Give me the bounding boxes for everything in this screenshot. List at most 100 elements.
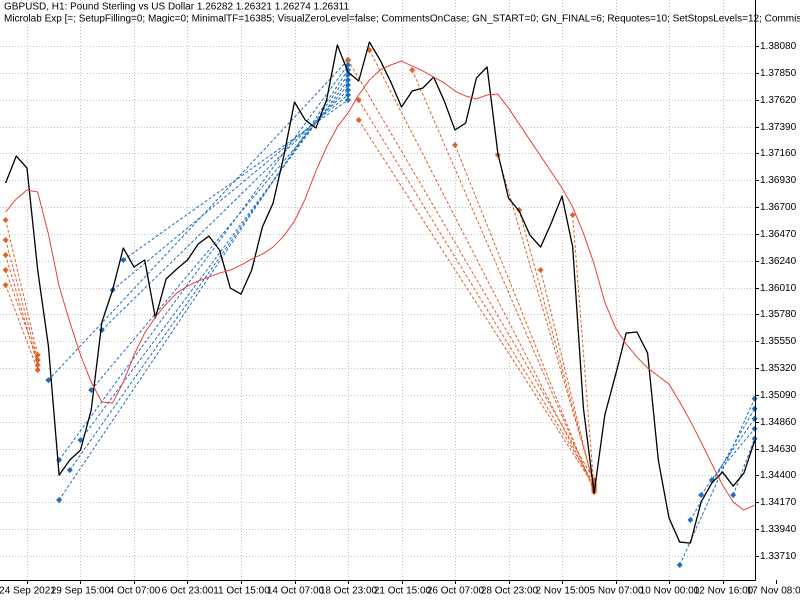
- moving-average-line: [5, 60, 755, 511]
- trade-line: [454, 144, 595, 493]
- y-tick-label: 1.36930: [760, 175, 797, 186]
- trade-marker: [730, 492, 737, 499]
- trade-marker: [345, 77, 351, 84]
- trade-marker: [569, 211, 576, 218]
- x-tick-label: 10 Nov 00:00: [640, 586, 700, 597]
- y-tick-label: 1.35090: [760, 390, 797, 401]
- trade-marker: [345, 97, 351, 104]
- trade-line: [5, 219, 39, 356]
- chart-subtitle: Microlab Exp [=; SetupFilling=0; Magic=0…: [4, 14, 800, 25]
- trade-line: [540, 269, 595, 489]
- price-line: [4, 41, 756, 544]
- y-tick-label: 1.33940: [760, 524, 797, 535]
- x-tick-label: 11 Oct 15:00: [213, 586, 270, 597]
- y-tick-label: 1.35550: [760, 336, 797, 347]
- y-tick-label: 1.37850: [760, 68, 797, 79]
- trade-marker: [452, 142, 458, 149]
- trade-line: [347, 59, 595, 481]
- trade-line: [101, 89, 349, 331]
- trade-marker: [345, 91, 351, 98]
- plot-area: [2, 41, 758, 569]
- trade-line: [5, 269, 39, 361]
- trade-line: [5, 284, 39, 371]
- y-tick-label: 1.36240: [760, 256, 797, 267]
- y-tick-label: 1.34860: [760, 417, 797, 428]
- y-tick-label: 1.37620: [760, 95, 797, 106]
- trade-line: [497, 154, 595, 485]
- y-tick-label: 1.36470: [760, 229, 797, 240]
- trade-line: [358, 119, 595, 487]
- trade-marker: [120, 257, 127, 264]
- x-tick-label: 24 Sep 2021: [0, 586, 56, 597]
- trade-marker: [751, 435, 758, 442]
- trade-marker: [537, 267, 544, 274]
- x-tick-label: 26 Oct 07:00: [427, 586, 485, 597]
- trade-line: [572, 214, 595, 491]
- trade-marker: [751, 395, 758, 402]
- trade-marker: [66, 467, 73, 474]
- trade-marker: [345, 86, 351, 93]
- trade-line: [711, 428, 755, 481]
- trade-line: [58, 69, 349, 501]
- x-tick-label: 18 Oct 23:00: [320, 586, 378, 597]
- x-tick-label: 29 Sep 15:00: [51, 586, 111, 597]
- y-tick-label: 1.36010: [760, 283, 797, 294]
- trade-line: [123, 99, 349, 261]
- y-tick-label: 1.37160: [760, 148, 797, 159]
- trade-line: [700, 418, 756, 496]
- trade-line: [411, 69, 595, 491]
- trade-marker: [698, 492, 705, 499]
- y-tick-label: 1.33710: [760, 551, 797, 562]
- trade-marker: [2, 267, 9, 274]
- y-tick-label: 1.35780: [760, 309, 797, 320]
- trade-line: [112, 94, 349, 291]
- axes: 1.38080 1.37850 1.37620 1.37390 1.37160 1.369…: [0, 41, 800, 597]
- trade-marker: [2, 216, 9, 223]
- trade-line: [5, 254, 39, 366]
- x-tick-label: 14 Oct 07:00: [267, 586, 325, 597]
- trade-marker: [676, 562, 683, 569]
- trade-marker: [345, 81, 351, 88]
- trade-line: [518, 209, 595, 487]
- chart-title: GBPUSD, H1: Pound Sterling vs US Dollar …: [4, 2, 349, 13]
- trade-line: [58, 64, 349, 461]
- x-tick-label: 17 Nov 08:00: [747, 586, 800, 597]
- x-tick-label: 12 Nov 16:00: [694, 586, 754, 597]
- trade-marker: [34, 367, 41, 374]
- x-tick-label: 4 Oct 07:00: [109, 586, 161, 597]
- trade-marker: [751, 405, 758, 412]
- x-tick-label: 6 Oct 23:00: [162, 586, 214, 597]
- trade-marker: [687, 517, 694, 524]
- trade-line: [48, 59, 349, 381]
- trade-marker: [2, 251, 9, 258]
- x-tick-label: 5 Nov 07:00: [590, 586, 644, 597]
- y-tick-label: 1.34400: [760, 470, 797, 481]
- trade-marker: [2, 237, 9, 244]
- trade-line: [368, 49, 595, 489]
- y-tick-label: 1.37390: [760, 122, 797, 133]
- x-tick-label: 28 Oct 23:00: [481, 586, 539, 597]
- trade-marker: [345, 56, 351, 63]
- trade-marker: [77, 437, 84, 444]
- trade-marker: [88, 387, 95, 394]
- y-tick-label: 1.36700: [760, 202, 797, 213]
- trade-line: [732, 438, 756, 496]
- trade-marker: [45, 377, 52, 384]
- trade-marker: [409, 67, 416, 74]
- trade-marker: [751, 425, 758, 432]
- trade-line: [5, 239, 39, 361]
- trade-line: [358, 99, 595, 485]
- x-tick-label: 21 Oct 15:00: [374, 586, 432, 597]
- x-tick-label: 2 Nov 15:00: [536, 586, 590, 597]
- trade-marker: [355, 97, 362, 104]
- trade-marker: [2, 281, 9, 288]
- y-tick-label: 1.34170: [760, 497, 797, 508]
- y-tick-label: 1.38080: [760, 41, 797, 52]
- trade-marker: [355, 116, 362, 123]
- y-tick-label: 1.35320: [760, 363, 797, 374]
- trade-marker: [751, 415, 758, 422]
- trade-line: [90, 84, 349, 391]
